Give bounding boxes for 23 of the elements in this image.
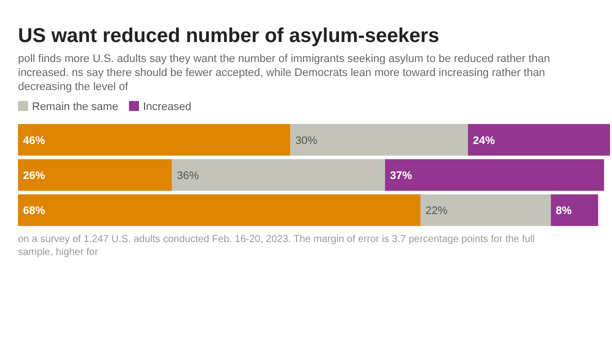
data-label: 46%: [23, 134, 46, 147]
data-label: 37%: [390, 170, 412, 182]
chart-subtitle: poll finds more U.S. adults say they want the number of immigrants seeking asylum to be reduced rather than increased. ns say there should be fewer accepted, while Democrats lean more toward increasing rather than decreasing the level of: [18, 53, 550, 93]
bar: [550, 194, 598, 226]
bar: [18, 194, 421, 226]
data-label: 68%: [23, 205, 46, 218]
data-label: 8%: [556, 205, 572, 218]
bar: [18, 124, 290, 156]
data-label: 24%: [472, 134, 496, 147]
data-label: 26%: [23, 170, 46, 182]
bar: [468, 124, 610, 156]
bar: [420, 194, 551, 226]
data-label: 22%: [426, 205, 448, 218]
bar: [172, 159, 386, 191]
bar: [18, 159, 172, 191]
bar: [290, 124, 468, 156]
text: on a survey of 1,247 U.S. adults conducted Feb. 16-20, 2023. The margin of error is 3.7 percentage points for the full sample, higher for: [18, 234, 535, 258]
chart-title: US want reduced number of asylum-seekers: [18, 25, 440, 47]
data-label: 30%: [295, 134, 318, 147]
legend-label: Remain the same: [32, 101, 118, 113]
bar: [385, 159, 604, 191]
legend-label: Increased: [143, 101, 192, 113]
data-label: 36%: [176, 170, 200, 182]
